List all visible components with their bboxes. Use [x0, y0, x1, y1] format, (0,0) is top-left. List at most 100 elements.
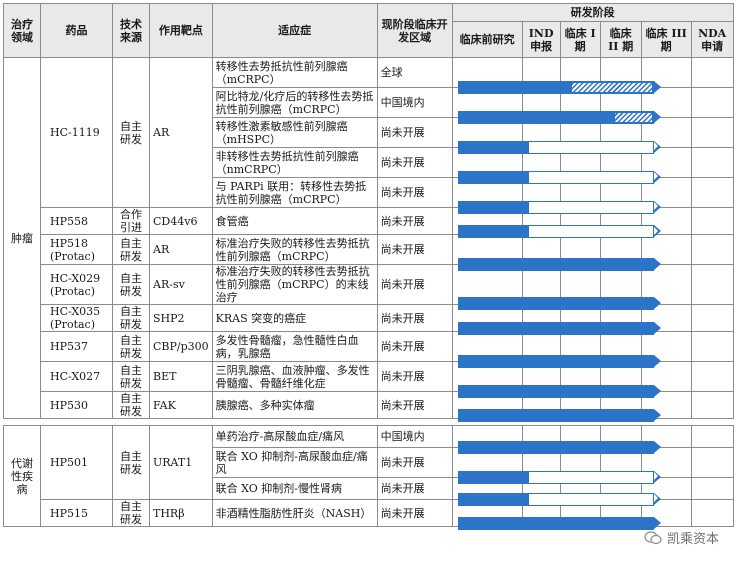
stage-cell: [451, 510, 661, 538]
stage-cell: [451, 162, 661, 193]
stage-cell: [690, 72, 734, 103]
stage-cell: [599, 376, 642, 407]
region-cell: 尚未开展: [376, 331, 453, 362]
region-cell: 尚未开展: [376, 447, 453, 478]
indication-cell: 阿比特龙/化疗后的转移性去势抵抗性前列腺癌（mCRPC）: [211, 87, 378, 118]
bar-completed-segment: [457, 470, 529, 484]
table-row: HC-X035 (Protac) 自主研发 SHP2 KRAS 突变的癌症 尚未开展: [4, 304, 734, 343]
indication-cell: 与 PARPi 联用：转移性去势抵抗性前列腺癌（mCRPC）: [211, 177, 378, 208]
drug-name-cell: HP518 (Protac): [40, 234, 113, 265]
table-row: 非转移性去势抵抗性前列腺癌（nmCRPC） 尚未开展: [4, 147, 734, 193]
stage-cell: [451, 346, 661, 377]
stage-cell: [690, 488, 734, 511]
stage-cell: [559, 402, 601, 430]
indication-cell: 多发性骨髓瘤，急性髓性白血病，乳腺癌: [211, 331, 378, 362]
stage-cell: [599, 72, 642, 103]
target-cell: AR: [149, 234, 213, 265]
stage-cell: [559, 102, 601, 133]
source-cell: 自主研发: [112, 361, 150, 392]
stage-cell: [690, 315, 734, 343]
table-row: HP515 自主研发 THRβ 非酒精性脂肪性肝炎（NASH） 尚未开展: [4, 499, 734, 538]
progress-bar-area: [453, 103, 661, 132]
stage-cell: [690, 402, 734, 430]
stage-cell: [559, 249, 601, 280]
stage-cell: [451, 102, 661, 133]
drug-name-cell: HP530: [40, 391, 113, 419]
stage-cell: [690, 249, 734, 280]
progress-bar-area: [453, 163, 661, 192]
indication-cell: 标准治疗失败的转移性去势抵抗性前列腺癌（mCRPC）: [211, 234, 378, 265]
stage-cell: [640, 488, 692, 511]
indication-cell: 转移性激素敏感性前列腺癌（mHSPC）: [211, 117, 378, 148]
stage-cell: [690, 510, 734, 538]
pipeline-table: 治疗领域 药品 技术来源 作用靶点 适应症 现阶段临床开发区域 研发阶段 临床前…: [3, 3, 734, 538]
target-cell: BET: [149, 361, 213, 392]
region-cell: 全球: [376, 57, 453, 88]
stage-cell: [640, 249, 692, 280]
stage-cell: [640, 102, 692, 133]
drug-name-cell: HP558: [40, 207, 113, 235]
target-cell: CBP/p300: [149, 331, 213, 362]
bar-completed-segment: [457, 492, 529, 506]
stage-cell: [559, 162, 601, 193]
stage-cell: [599, 488, 642, 511]
stage-cell: [599, 102, 642, 133]
stage-cell: [690, 162, 734, 193]
region-cell: 尚未开展: [376, 177, 453, 208]
indication-cell: 非转移性去势抵抗性前列腺癌（nmCRPC）: [211, 147, 378, 178]
stage-cell: [559, 72, 601, 103]
stage-cell: [640, 402, 692, 430]
watermark: 凯乘资本: [644, 528, 719, 547]
stage-cell: [690, 192, 734, 223]
header-stage-nda: NDA 申请: [690, 21, 734, 58]
region-cell: 尚未开展: [376, 499, 453, 527]
table-row: 肿瘤 HC-1119 自主研发 AR 转移性去势抵抗性前列腺癌（mCRPC） 全球: [3, 57, 734, 419]
region-cell: 尚未开展: [376, 147, 453, 178]
region-cell: 尚未开展: [376, 234, 453, 265]
region-cell: 尚未开展: [376, 264, 453, 305]
region-cell: 尚未开展: [376, 361, 453, 392]
stage-cell: [599, 132, 642, 163]
stage-cell: [640, 162, 692, 193]
pipeline-table-container: 治疗领域 药品 技术来源 作用靶点 适应症 现阶段临床开发区域 研发阶段 临床前…: [3, 3, 734, 538]
stage-cell: [559, 346, 601, 377]
target-cell: URAT1: [149, 425, 213, 500]
stage-cell: [521, 346, 561, 377]
region-cell: 中国境内: [376, 425, 453, 448]
stage-cell: [640, 315, 692, 343]
progress-bar-area: [453, 437, 661, 458]
source-cell: 自主研发: [112, 264, 150, 305]
bar-completed-segment: [457, 140, 529, 154]
header-source: 技术来源: [112, 3, 150, 58]
source-cell: 自主研发: [112, 234, 150, 265]
table-row: 联合 XO 抑制剂-高尿酸血症/痛风 尚未开展: [4, 447, 734, 493]
stage-cell: [451, 72, 661, 103]
source-cell: 自主研发: [112, 425, 150, 500]
stage-cell: [599, 402, 642, 430]
progress-bar-area: [453, 133, 661, 162]
table-row: 与 PARPi 联用：转移性去势抵抗性前列腺癌（mCRPC） 尚未开展: [4, 177, 734, 223]
bar-completed-segment: [457, 225, 529, 238]
stage-cell: [559, 218, 601, 246]
target-cell: FAK: [149, 391, 213, 419]
indication-cell: 三阴乳腺癌、血液肿瘤、多发性骨髓瘤、骨髓纤维化症: [211, 361, 378, 392]
header-drug: 药品: [40, 3, 113, 58]
stage-cell: [559, 132, 601, 163]
progress-bar-area: [453, 219, 661, 245]
stage-cell: [521, 249, 561, 280]
region-cell: 尚未开展: [376, 391, 453, 419]
header-stage-phase2: 临床 II 期: [599, 21, 642, 58]
stage-cell: [640, 436, 692, 459]
stage-cell: [640, 346, 692, 377]
header-stage-phase3: 临床 III 期: [640, 21, 692, 58]
stage-cell: [599, 192, 642, 223]
stage-cell: [640, 462, 692, 493]
stage-cell: [599, 346, 642, 377]
progress-bar-area: [453, 250, 661, 279]
progress-bar-area: [453, 489, 661, 510]
stage-cell: [690, 218, 734, 246]
bar-completed-segment: [457, 200, 529, 214]
stage-cell: [599, 510, 642, 538]
drug-name-cell: HP501: [40, 425, 113, 500]
stage-cell: [559, 510, 601, 538]
